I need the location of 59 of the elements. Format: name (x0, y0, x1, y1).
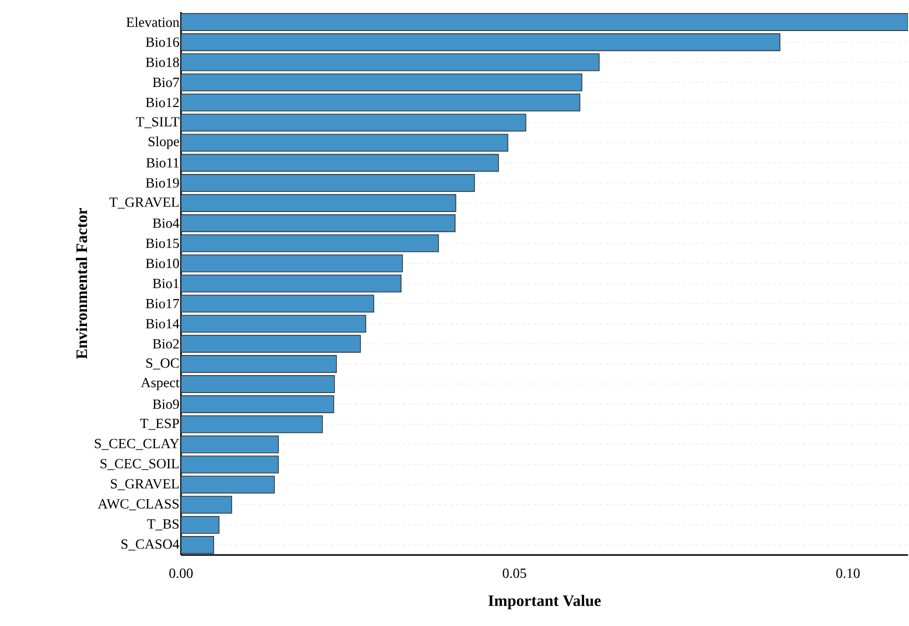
bar (181, 254, 403, 272)
bar (181, 435, 279, 454)
y-tick-label: Bio1 (152, 278, 179, 288)
y-tick-label: Slope (148, 136, 179, 150)
bar (181, 456, 279, 474)
bar (181, 174, 475, 192)
bar (181, 476, 275, 494)
y-tick-label: Bio2 (152, 339, 179, 349)
bar (181, 214, 456, 232)
y-tick-label: T_ESP (140, 418, 179, 430)
y-tick-label: Elevation (126, 17, 180, 27)
y-tick-label: Bio14 (146, 319, 180, 328)
bar (181, 33, 780, 52)
bar (181, 94, 580, 112)
y-tick-label: Bio16 (146, 37, 180, 47)
x-tick-label: 0.05 (502, 568, 526, 578)
y-tick-label: S_CEC_CLAY (94, 438, 180, 450)
y-tick-label: Bio15 (146, 238, 179, 248)
y-tick-label: Bio4 (152, 218, 180, 228)
bar (181, 294, 374, 313)
y-tick-label: S_CEC_SOIL (100, 458, 179, 470)
bar (181, 536, 214, 554)
bar (181, 375, 335, 393)
bar (181, 73, 582, 92)
bar (181, 395, 334, 414)
y-tick-label: Bio12 (146, 98, 179, 108)
y-tick-label: Bio10 (146, 258, 179, 268)
x-tick-label: 0.10 (836, 568, 860, 578)
x-axis-title: Important Value (488, 594, 601, 610)
bar (181, 154, 499, 172)
y-tick-label: S_OC (146, 358, 179, 370)
bar (181, 194, 456, 212)
y-tick-label: Bio18 (146, 58, 179, 67)
y-tick-label: Bio11 (146, 158, 179, 168)
y-axis-title: Environmental Factor (76, 208, 88, 360)
bar (181, 334, 361, 353)
y-tick-label: T_SILT (136, 117, 180, 128)
y-tick-label: T_BS (147, 519, 179, 530)
bar (181, 314, 366, 333)
bar (181, 114, 526, 132)
y-tick-label: Bio7 (152, 78, 180, 88)
y-tick-label: Aspect (140, 378, 180, 390)
bar (181, 355, 337, 373)
bar (181, 134, 508, 152)
bar (181, 13, 908, 31)
bar (181, 234, 439, 252)
y-tick-label: S_GRAVEL (110, 479, 179, 490)
bar (181, 496, 232, 514)
y-tick-label: AWC_CLASS (98, 499, 179, 510)
x-tick-label: 0.00 (169, 568, 193, 578)
bar (181, 516, 220, 534)
y-tick-label: S_CASO4 (122, 539, 180, 550)
bar (181, 415, 323, 434)
bar (181, 53, 600, 72)
y-tick-label: Bio17 (146, 298, 180, 308)
y-tick-label: Bio9 (152, 399, 179, 409)
bar (181, 274, 402, 292)
y-tick-label: T_GRAVEL (109, 198, 179, 209)
y-tick-label: Bio19 (146, 178, 179, 188)
